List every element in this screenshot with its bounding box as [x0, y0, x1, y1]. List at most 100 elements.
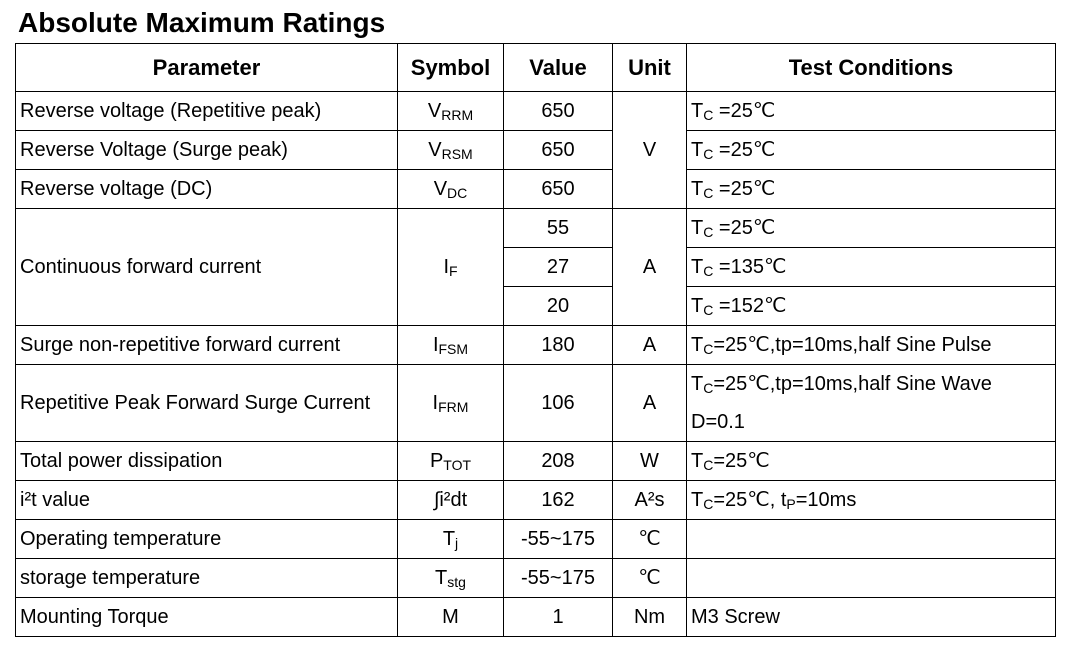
text: =25℃ [713, 217, 776, 239]
text: V [428, 139, 442, 161]
header-cell: Symbol [397, 43, 504, 92]
condition-cell: TC=25℃,tp=10ms,half Sine Pulse [686, 325, 1056, 365]
table-row: Reverse voltage (Repetitive peak) VRRM 650… [15, 91, 1056, 209]
subscript: P [786, 496, 796, 512]
text: T [691, 217, 704, 239]
text: =25℃ [713, 139, 776, 161]
text: =25℃,tp=10ms,half Sine Pulse [713, 334, 992, 356]
value-cell: 650 [503, 169, 613, 209]
parameter-cell: Mounting Torque [15, 597, 398, 637]
header-cell: Test Conditions [686, 43, 1056, 92]
text: =10ms [795, 489, 857, 511]
parameter-cell: Reverse voltage (DC) [15, 169, 398, 209]
value-cell: 106 [503, 364, 613, 442]
table-row: Operating temperature Tj -55~175 ℃ [15, 519, 1056, 559]
text: T [691, 178, 704, 200]
value-cell: -55~175 [503, 519, 613, 559]
parameter-cell: Continuous forward current [15, 208, 398, 326]
parameter-cell: Reverse Voltage (Surge peak) [15, 130, 398, 170]
table-row: Continuous forward current IF 55 A TC =25℃ [15, 208, 1056, 326]
text: P [429, 450, 444, 472]
value-cell: 650 [503, 130, 613, 170]
condition-cell [686, 519, 1056, 559]
subscript: C [703, 185, 714, 201]
subscript: C [703, 107, 714, 123]
condition-cell: TC =25℃ [686, 169, 1056, 209]
unit-cell: ℃ [612, 558, 687, 598]
value-cell: -55~175 [503, 558, 613, 598]
header-row: Parameter Symbol Value Unit Test Conditions [15, 43, 1056, 92]
subscript: C [703, 302, 714, 318]
text: =25℃ [713, 450, 770, 472]
symbol-cell: IFRM [397, 364, 504, 442]
subscript: F [449, 263, 458, 279]
text: T [691, 100, 704, 122]
symbol-cell: M [397, 597, 504, 637]
text: T [691, 489, 704, 511]
table-body: Reverse voltage (Repetitive peak) VRRM 650… [15, 91, 1056, 637]
subscript: C [703, 146, 714, 162]
unit-cell: A [612, 325, 687, 365]
subscript: C [703, 263, 714, 279]
subscript: C [703, 224, 714, 240]
text: =25℃ [713, 178, 776, 200]
ratings-table: Parameter Symbol Value Unit Test Conditions … [15, 43, 1056, 637]
value-cell: 208 [503, 441, 613, 481]
text: V [433, 178, 448, 200]
parameter-cell: Total power dissipation [15, 441, 398, 481]
subscript: RRM [441, 107, 474, 123]
table-row: Reverse voltage (DC) VDC 650 TC =25℃ [15, 169, 1056, 209]
table-row: 20 TC =152℃ [16, 286, 1056, 326]
text: V [427, 100, 442, 122]
text: T [691, 450, 704, 472]
value-cell: 650 [503, 91, 613, 131]
symbol-cell: Tstg [397, 558, 504, 598]
table-row: Reverse Voltage (Surge peak) VRSM 650 TC =2… [15, 130, 1056, 170]
subscript: RSM [441, 146, 473, 162]
parameter-cell: Surge non-repetitive forward current [15, 325, 398, 365]
text: T [691, 334, 704, 356]
text: =135℃ [713, 256, 787, 278]
text: I [432, 392, 439, 414]
condition-cell: TC =25℃ [686, 130, 1056, 170]
symbol-cell: VDC [397, 169, 504, 209]
unit-cell: W [612, 441, 687, 481]
symbol-cell: ∫i²dt [397, 480, 504, 520]
text: =152℃ [713, 295, 787, 317]
text: T [435, 567, 448, 589]
text: =25℃, t [713, 489, 787, 511]
table-row: Surge non-repetitive forward current IFSM… [15, 325, 1056, 365]
value-cell: 55 [503, 208, 613, 248]
condition-cell: TC =25℃ [686, 208, 1056, 248]
table-row: storage temperature Tstg -55~175 ℃ [15, 558, 1056, 598]
table-row: Mounting Torque M 1 Nm M3 Screw [15, 597, 1056, 637]
condition-cell: TC=25℃ [686, 441, 1056, 481]
text: =25℃ [713, 100, 776, 122]
condition-cell [686, 558, 1056, 598]
symbol-cell: PTOT [397, 441, 504, 481]
text: T [691, 295, 704, 317]
symbol-cell: Tj [397, 519, 504, 559]
title: Absolute Maximum Ratings [18, 7, 386, 38]
table-row: Repetitive Peak Forward Surge Current IFR… [15, 364, 1056, 442]
value-cell: 27 [503, 247, 613, 287]
subscript: TOT [443, 457, 472, 473]
header-cell: Value [503, 43, 613, 92]
subscript: C [703, 496, 714, 512]
text: T [691, 139, 704, 161]
text: I [443, 256, 449, 278]
condition-cell: TC=25℃, tP=10ms [686, 480, 1056, 520]
subscript: C [703, 380, 714, 396]
unit-cell: A²s [612, 480, 687, 520]
unit-cell: V [612, 91, 687, 209]
text: =25℃,tp=10ms,half Sine Wave D=0.1 [691, 373, 992, 433]
subscript: FSM [438, 341, 469, 357]
symbol-cell: IF [397, 208, 504, 326]
table-row: Total power dissipation PTOT 208 W TC=25℃ [15, 441, 1056, 481]
value-cell: 180 [503, 325, 613, 365]
text: T [442, 528, 456, 550]
parameter-cell: Operating temperature [15, 519, 398, 559]
value-cell: 162 [503, 480, 613, 520]
symbol-cell: VRSM [397, 130, 504, 170]
